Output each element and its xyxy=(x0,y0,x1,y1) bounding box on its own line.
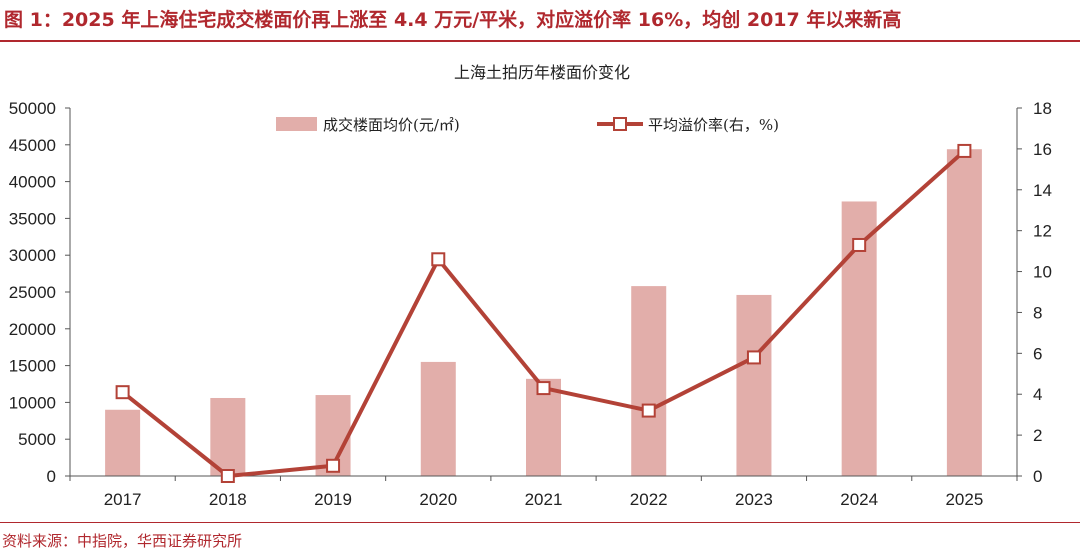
y-left-tick-label: 50000 xyxy=(9,99,56,118)
y-right-tick-label: 12 xyxy=(1033,222,1052,241)
x-tick-label-2021: 2021 xyxy=(525,490,563,509)
bar-2017 xyxy=(105,409,141,476)
x-tick-label-2017: 2017 xyxy=(104,490,142,509)
line-point-2017 xyxy=(115,385,130,400)
y-right-tick-label: 14 xyxy=(1033,181,1052,200)
line-point-2020 xyxy=(431,252,446,267)
x-tick-label-2023: 2023 xyxy=(735,490,773,509)
bar-2025 xyxy=(946,149,982,476)
y-right-tick-label: 2 xyxy=(1033,426,1042,445)
x-tick-label-2025: 2025 xyxy=(945,490,983,509)
x-tick-label-2024: 2024 xyxy=(840,490,878,509)
y-right-tick-label: 8 xyxy=(1033,303,1042,322)
legend-bar-swatch xyxy=(276,117,317,131)
source-divider xyxy=(0,522,1080,523)
x-tick-label-2019: 2019 xyxy=(314,490,352,509)
source-note: 资料来源：中指院，华西证券研究所 xyxy=(2,532,243,550)
y-right-tick-label: 0 xyxy=(1033,467,1042,486)
y-left-tick-label: 25000 xyxy=(9,283,56,302)
y-left-tick-label: 35000 xyxy=(9,209,56,228)
x-tick-label-2022: 2022 xyxy=(630,490,668,509)
chart: 上海土拍历年楼面价变化 0 5000 10000 15000 20000 25000 300… xyxy=(9,63,1052,509)
line-point-2023 xyxy=(746,350,761,365)
bar-series xyxy=(105,149,982,477)
figure-title: 图 1：2025 年上海住宅成交楼面价再上涨至 4.4 万元/平米，对应溢价率 … xyxy=(4,9,902,31)
legend-line-label: 平均溢价率(右，%) xyxy=(648,116,779,134)
legend: 成交楼面均价(元/㎡) 平均溢价率(右，%) xyxy=(276,116,779,134)
legend-bar-label: 成交楼面均价(元/㎡) xyxy=(323,116,460,134)
legend-line-marker xyxy=(613,117,627,131)
line-point-2025 xyxy=(957,143,972,158)
bar-2020 xyxy=(420,361,456,476)
y-left-tick-label: 0 xyxy=(47,467,56,486)
y-right-tick-label: 18 xyxy=(1033,99,1052,118)
y-left-tick-label: 10000 xyxy=(9,393,56,412)
line-point-2024 xyxy=(852,237,867,252)
x-tick-label-2020: 2020 xyxy=(419,490,457,509)
line-point-2021 xyxy=(536,381,551,396)
title-divider xyxy=(0,40,1080,42)
y-left-tick-label: 30000 xyxy=(9,246,56,265)
bar-2022 xyxy=(631,286,667,476)
axes: 0 5000 10000 15000 20000 25000 30000 35000 40000… xyxy=(9,99,1052,509)
y-left-tick-label: 5000 xyxy=(18,430,56,449)
bar-2023 xyxy=(736,294,772,476)
y-right-tick-label: 4 xyxy=(1033,385,1042,404)
y-right-tick-label: 10 xyxy=(1033,263,1052,282)
bar-2018 xyxy=(210,397,246,476)
y-left-tick-label: 45000 xyxy=(9,136,56,155)
line-point-2022 xyxy=(641,403,656,418)
x-tick-label-2018: 2018 xyxy=(209,490,247,509)
y-left-tick-label: 15000 xyxy=(9,357,56,376)
line-series xyxy=(115,143,972,483)
y-left-tick-label: 20000 xyxy=(9,320,56,339)
y-right-tick-label: 6 xyxy=(1033,344,1042,363)
y-left-tick-label: 40000 xyxy=(9,173,56,192)
line-point-2018 xyxy=(220,469,235,483)
y-right-tick-label: 16 xyxy=(1033,140,1052,159)
line-point-2019 xyxy=(326,458,341,473)
chart-title: 上海土拍历年楼面价变化 xyxy=(454,63,630,82)
